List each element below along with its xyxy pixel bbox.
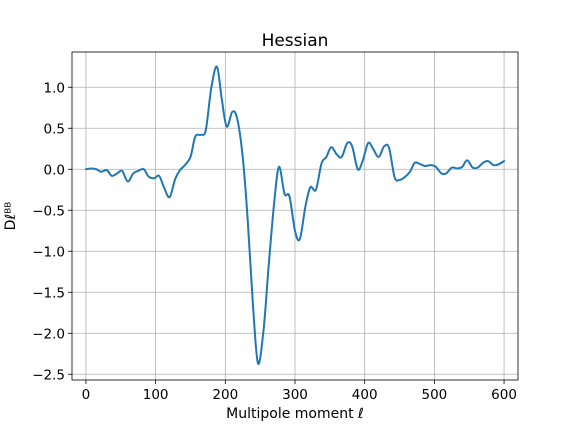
x-tick-label: 600	[491, 387, 517, 403]
ticks: 0 100 200 300 400 500 600 −2.5 −2.0 −1.5 −1.0 −0.5 0…	[32, 80, 517, 403]
x-tick-label: 100	[143, 387, 169, 403]
x-tick-label: 500	[421, 387, 447, 403]
series-line-0	[84, 65, 506, 365]
y-tick-label: −2.0	[32, 326, 65, 342]
y-tick-label: 0.0	[44, 162, 65, 178]
y-tick-label: −0.5	[32, 203, 65, 219]
series-layer	[84, 65, 506, 365]
x-tick-label: 300	[282, 387, 308, 403]
y-tick-label: −1.0	[32, 244, 65, 260]
x-tick-label: 200	[212, 387, 238, 403]
grid	[72, 52, 518, 380]
y-tick-label: 1.0	[44, 80, 65, 96]
y-tick-label: −1.5	[32, 285, 65, 301]
x-axis-label: Multipole moment ℓ	[226, 406, 364, 422]
x-tick-label: 0	[82, 387, 91, 403]
y-tick-label: −2.5	[32, 367, 65, 383]
y-tick-label: 0.5	[44, 121, 65, 137]
chart-title: Hessian	[262, 31, 329, 51]
y-axis-label: Dℓᴮᴮ	[3, 202, 19, 231]
x-tick-label: 400	[352, 387, 378, 403]
